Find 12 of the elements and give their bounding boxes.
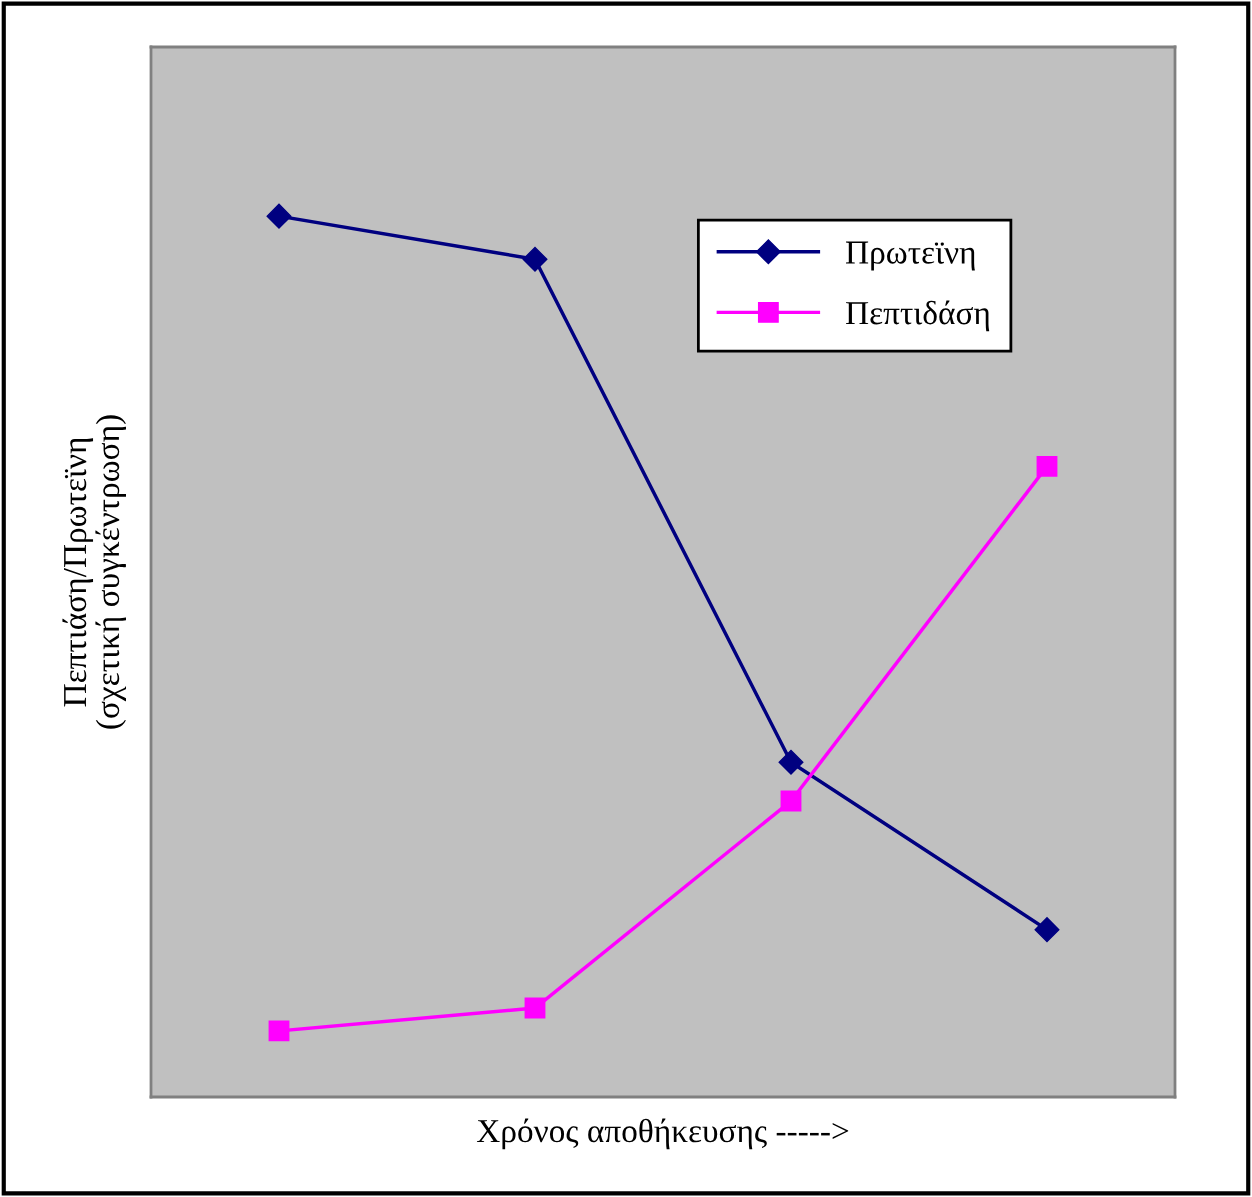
point	[1036, 455, 1058, 477]
point	[780, 790, 802, 812]
y-axis-title: Πεπτιάση/Πρωτεϊνη (σχετική συγκέντρωση)	[62, 415, 126, 729]
point	[524, 997, 546, 1019]
x-axis-title: Χρόνος αποθήκευσης ----->	[476, 1118, 849, 1150]
point	[778, 749, 804, 775]
legend-label: Πεπτιδάση	[846, 300, 990, 332]
legend-label: Πρωτεϊνη	[846, 241, 975, 271]
point	[268, 1020, 290, 1042]
point	[1034, 917, 1060, 943]
point	[522, 246, 548, 272]
point	[266, 203, 292, 229]
